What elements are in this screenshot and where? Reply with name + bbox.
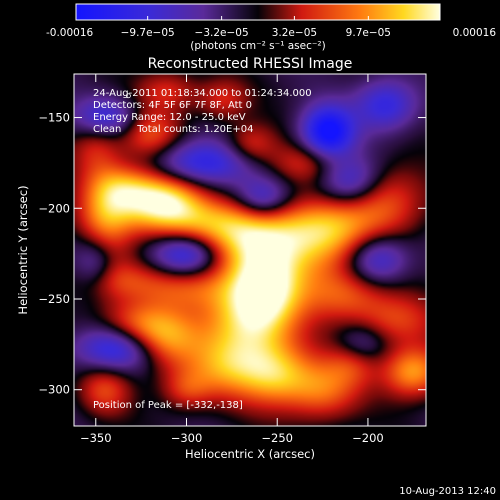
colorbar-tick-label: 9.7e−05 (346, 27, 391, 39)
x-tick-label: −350 (80, 431, 112, 445)
x-tick-label: −250 (261, 431, 293, 445)
x-axis-label: Heliocentric X (arcsec) (185, 447, 315, 461)
colorbar-tick-label: −9.7e−05 (121, 27, 175, 39)
axis-ticks: −350 −300 −250 −200 −150 −200 −250 −300 (38, 74, 426, 445)
plot-area (74, 74, 426, 426)
y-axis-label: Heliocentric Y (arcsec) (16, 185, 30, 314)
x-tick-label: −300 (171, 431, 203, 445)
y-tick-label: −300 (38, 383, 70, 397)
chart-title: Reconstructed RHESSI Image (148, 56, 353, 72)
annotation-energy-range: Energy Range: 12.0 - 25.0 keV (93, 112, 246, 123)
annotation-clean-counts: Clean Total counts: 1.20E+04 (93, 124, 253, 135)
heatmap-image (74, 74, 426, 426)
colorbar-tick-label: -0.00016 (46, 27, 94, 39)
colorbar-tick-label: −3.2e−05 (195, 27, 249, 39)
annotation-time-range: 24-Aug-2011 01:18:34.000 to 01:24:34.000 (93, 88, 312, 99)
annotation-detectors: Detectors: 4F 5F 6F 7F 8F, Att 0 (93, 100, 252, 111)
colorbar-tick-label: 3.2e−05 (272, 27, 317, 39)
x-tick-label: −200 (352, 431, 384, 445)
plot-frame (73, 73, 427, 427)
peak-position-text: Position of Peak = [-332,-138] (93, 400, 243, 411)
footer-timestamp: 10-Aug-2013 12:40 (399, 486, 496, 497)
colorbar (75, 3, 441, 21)
y-tick-label: −150 (38, 111, 70, 125)
colorbar-ticks: -0.00016 −9.7e−05 −3.2e−05 3.2e−05 9.7e−05 0.… (46, 16, 496, 39)
peak-marker (126, 93, 131, 99)
colorbar-tick-label: 0.00016 (453, 27, 497, 39)
colorbar-unit-label: (photons cm⁻² s⁻¹ asec⁻²) (190, 40, 325, 52)
y-tick-label: −200 (38, 201, 70, 215)
y-tick-label: −250 (38, 292, 70, 306)
